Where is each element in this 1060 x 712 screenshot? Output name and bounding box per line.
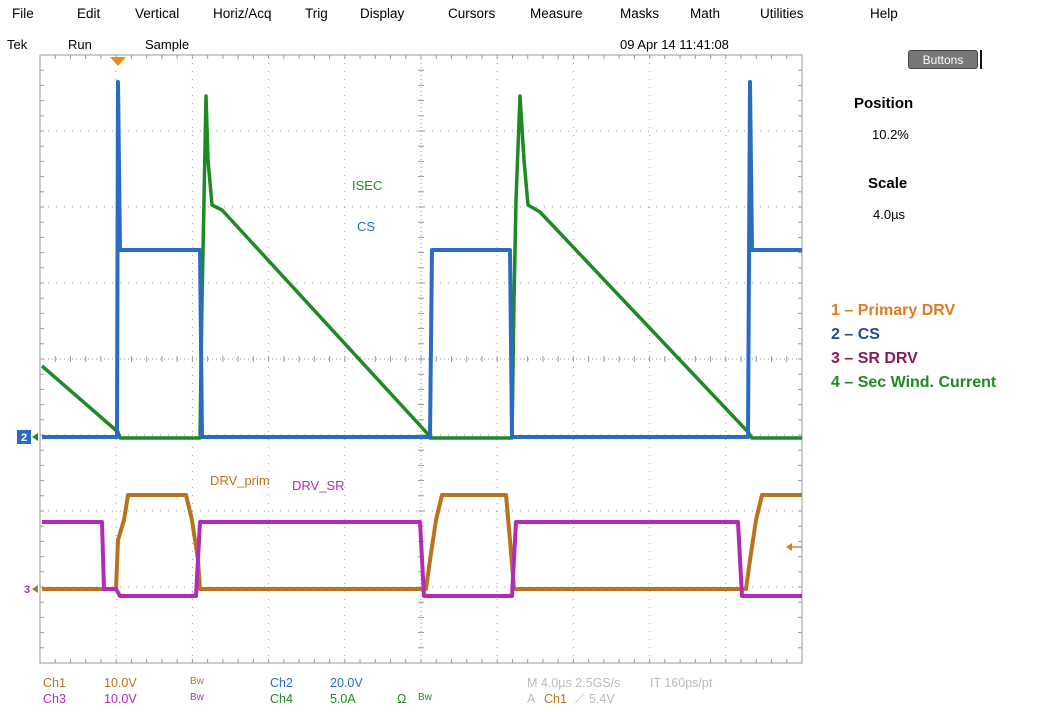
ch3-trace [42,520,802,598]
text-cursor [980,50,982,69]
trigger-level-arrow[interactable] [786,543,802,551]
legend-primary-drv: 1 – Primary DRV [831,302,956,319]
menu-utilities[interactable]: Utilities [760,6,804,21]
menu-trig[interactable]: Trig [305,6,328,21]
position-label: Position [854,95,914,112]
menu-math[interactable]: Math [690,6,721,21]
menu-masks[interactable]: Masks [620,6,660,21]
acq-mode: Sample [145,37,190,52]
svg-text:2: 2 [21,432,27,444]
cs-label: CS [357,219,375,234]
timebase-readout[interactable]: M 4.0µs 2.5GS/s [527,676,621,690]
datetime: 09 Apr 14 11:41:08 [620,37,729,52]
scale-value[interactable]: 4.0µs [873,207,906,222]
menu-edit[interactable]: Edit [77,6,101,21]
ch3-marker[interactable]: 3 [24,584,38,596]
menu-display[interactable]: Display [360,6,405,21]
ch4-scale[interactable]: 5.0A [330,692,356,706]
run-state: Run [68,37,92,52]
ch4-label[interactable]: Ch4 [270,692,293,706]
rising-edge-icon: ⟋ [575,692,584,706]
ch4-bw: Bw [418,692,432,703]
brand-label: Tek [7,37,28,52]
trigger-level[interactable]: 5.4V [589,692,615,706]
menu-cursors[interactable]: Cursors [448,6,496,21]
ohm-icon: Ω [397,692,407,706]
menu-horiz-acq[interactable]: Horiz/Acq [213,6,272,21]
ch2-trace [42,80,802,439]
interp-readout: IT 160ps/pt [650,676,713,690]
ch2-label[interactable]: Ch2 [270,676,293,690]
legend-cs: 2 – CS [831,326,880,343]
menu-file[interactable]: File [12,6,34,21]
legend-sec-wind-current: 4 – Sec Wind. Current [831,374,997,391]
legend-sr-drv: 3 – SR DRV [831,350,918,367]
ch4-trace [40,94,802,440]
svg-text:3: 3 [24,584,30,596]
menu-bar: File Edit Vertical Horiz/Acq Trig Displa… [0,0,1060,30]
ch2-scale[interactable]: 20.0V [330,676,363,690]
ch3-label[interactable]: Ch3 [43,692,66,706]
ch1-trace [42,493,802,591]
ch1-bw: Bw [190,676,204,687]
position-value[interactable]: 10.2% [872,127,909,142]
ch3-bw: Bw [190,692,204,703]
menu-help[interactable]: Help [870,6,898,21]
isec-label: ISEC [352,178,382,193]
buttons-button[interactable]: Buttons [908,50,978,69]
drv-prim-label: DRV_prim [210,473,270,488]
ch3-scale[interactable]: 10.0V [104,692,137,706]
ch1-label[interactable]: Ch1 [43,676,66,690]
scale-label: Scale [868,175,908,192]
drv-sr-label: DRV_SR [292,478,345,493]
trigger-position-marker[interactable] [110,57,126,66]
ch1-scale[interactable]: 10.0V [104,676,137,690]
trigger-prefix: A [527,692,536,706]
ch2-marker[interactable]: 2 [17,430,38,444]
menu-vertical[interactable]: Vertical [135,6,180,21]
trigger-source[interactable]: Ch1 [544,692,567,706]
menu-measure[interactable]: Measure [530,6,583,21]
